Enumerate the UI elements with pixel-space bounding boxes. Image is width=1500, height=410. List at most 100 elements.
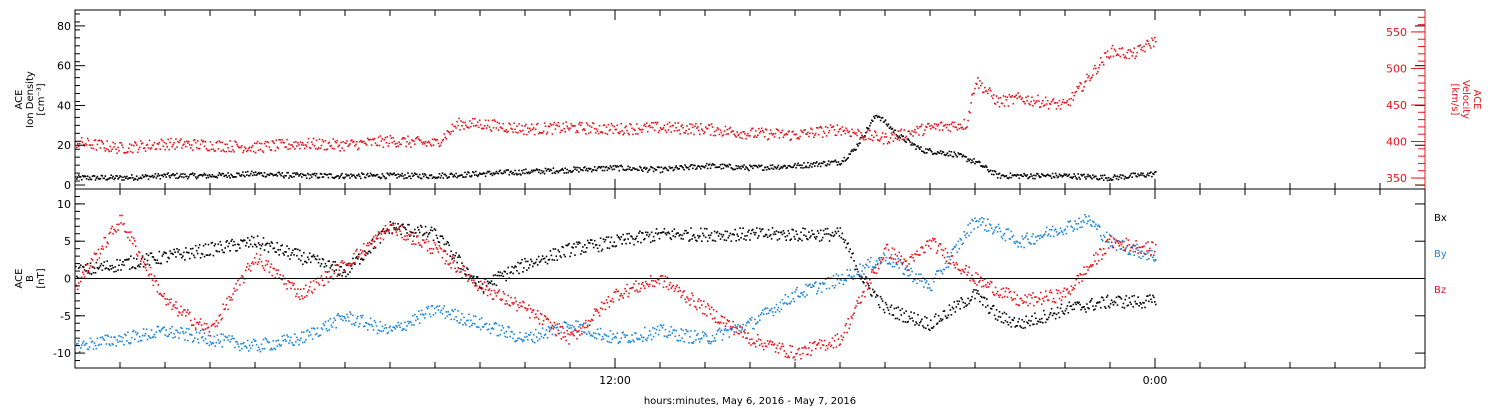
data-point [453,257,455,259]
data-point [603,240,606,243]
data-point [351,323,353,326]
data-point [799,164,801,166]
data-point [464,322,466,324]
data-point [452,175,454,178]
data-point [428,313,431,315]
data-point [187,142,189,144]
data-point [122,336,124,339]
data-point [287,171,289,174]
data-point [1138,174,1140,177]
data-point [84,264,87,266]
data-point [740,330,742,332]
data-point [553,326,556,328]
data-point [169,327,171,330]
data-point [556,259,559,261]
data-point [736,325,738,328]
data-point [832,160,835,163]
data-point [636,235,638,238]
data-point [903,129,905,131]
data-point [415,173,417,176]
data-point [400,175,402,177]
data-point [869,124,871,127]
data-point [514,128,516,131]
data-point [453,318,455,321]
data-point [77,176,79,178]
data-point [745,166,747,168]
data-point [851,149,853,151]
data-point [1115,54,1118,57]
data-point [1061,176,1064,178]
data-point [317,261,320,264]
data-point [1132,172,1134,175]
data-point [1008,176,1011,179]
data-point [610,300,613,302]
data-point [862,281,864,283]
data-point [463,176,465,178]
data-point [672,124,675,127]
data-point [351,175,353,177]
data-point [114,336,116,339]
data-point [386,228,389,230]
data-point [616,124,619,126]
data-point [202,174,205,176]
data-point [352,174,354,176]
data-point [460,268,462,270]
data-point [755,164,757,167]
data-point [823,282,826,285]
data-point [182,144,184,147]
data-point [363,325,366,327]
data-point [636,289,638,291]
data-point [633,340,635,343]
data-point [178,141,180,144]
data-point [311,292,314,294]
data-point [108,232,110,235]
data-point [997,97,1000,100]
data-point [217,339,220,341]
data-point [868,284,870,287]
data-point [293,344,295,346]
data-point [230,240,232,242]
data-point [727,236,730,239]
data-point [580,324,582,326]
data-point [1017,92,1019,94]
data-point [337,175,339,177]
data-point [465,275,467,277]
data-point [322,284,325,287]
data-point [470,274,472,277]
data-point [203,332,206,334]
data-point [141,174,144,176]
data-point [657,131,660,134]
data-point [1036,323,1038,325]
data-point [613,125,616,128]
data-point [992,304,995,307]
data-point [446,315,449,317]
data-point [964,302,966,305]
data-point [671,332,674,334]
data-point [995,226,998,228]
data-point [181,314,183,316]
data-point [148,175,151,178]
data-point [962,154,964,156]
data-point [292,344,294,346]
data-point [1075,90,1077,93]
data-point [274,251,277,253]
data-point [1120,248,1123,250]
data-point [698,236,700,239]
data-point [85,270,88,272]
data-point [646,231,649,234]
data-point [240,239,242,241]
data-point [905,141,907,144]
data-point [975,289,977,291]
data-point [989,90,992,92]
data-point [544,167,547,170]
data-point [613,291,616,294]
data-point [1064,309,1067,312]
data-point [1038,235,1040,237]
data-point [108,177,110,180]
data-point [669,167,672,170]
data-point [202,245,205,247]
data-point [767,138,770,140]
data-point [199,143,202,146]
data-point [977,161,979,163]
data-point [367,250,370,253]
